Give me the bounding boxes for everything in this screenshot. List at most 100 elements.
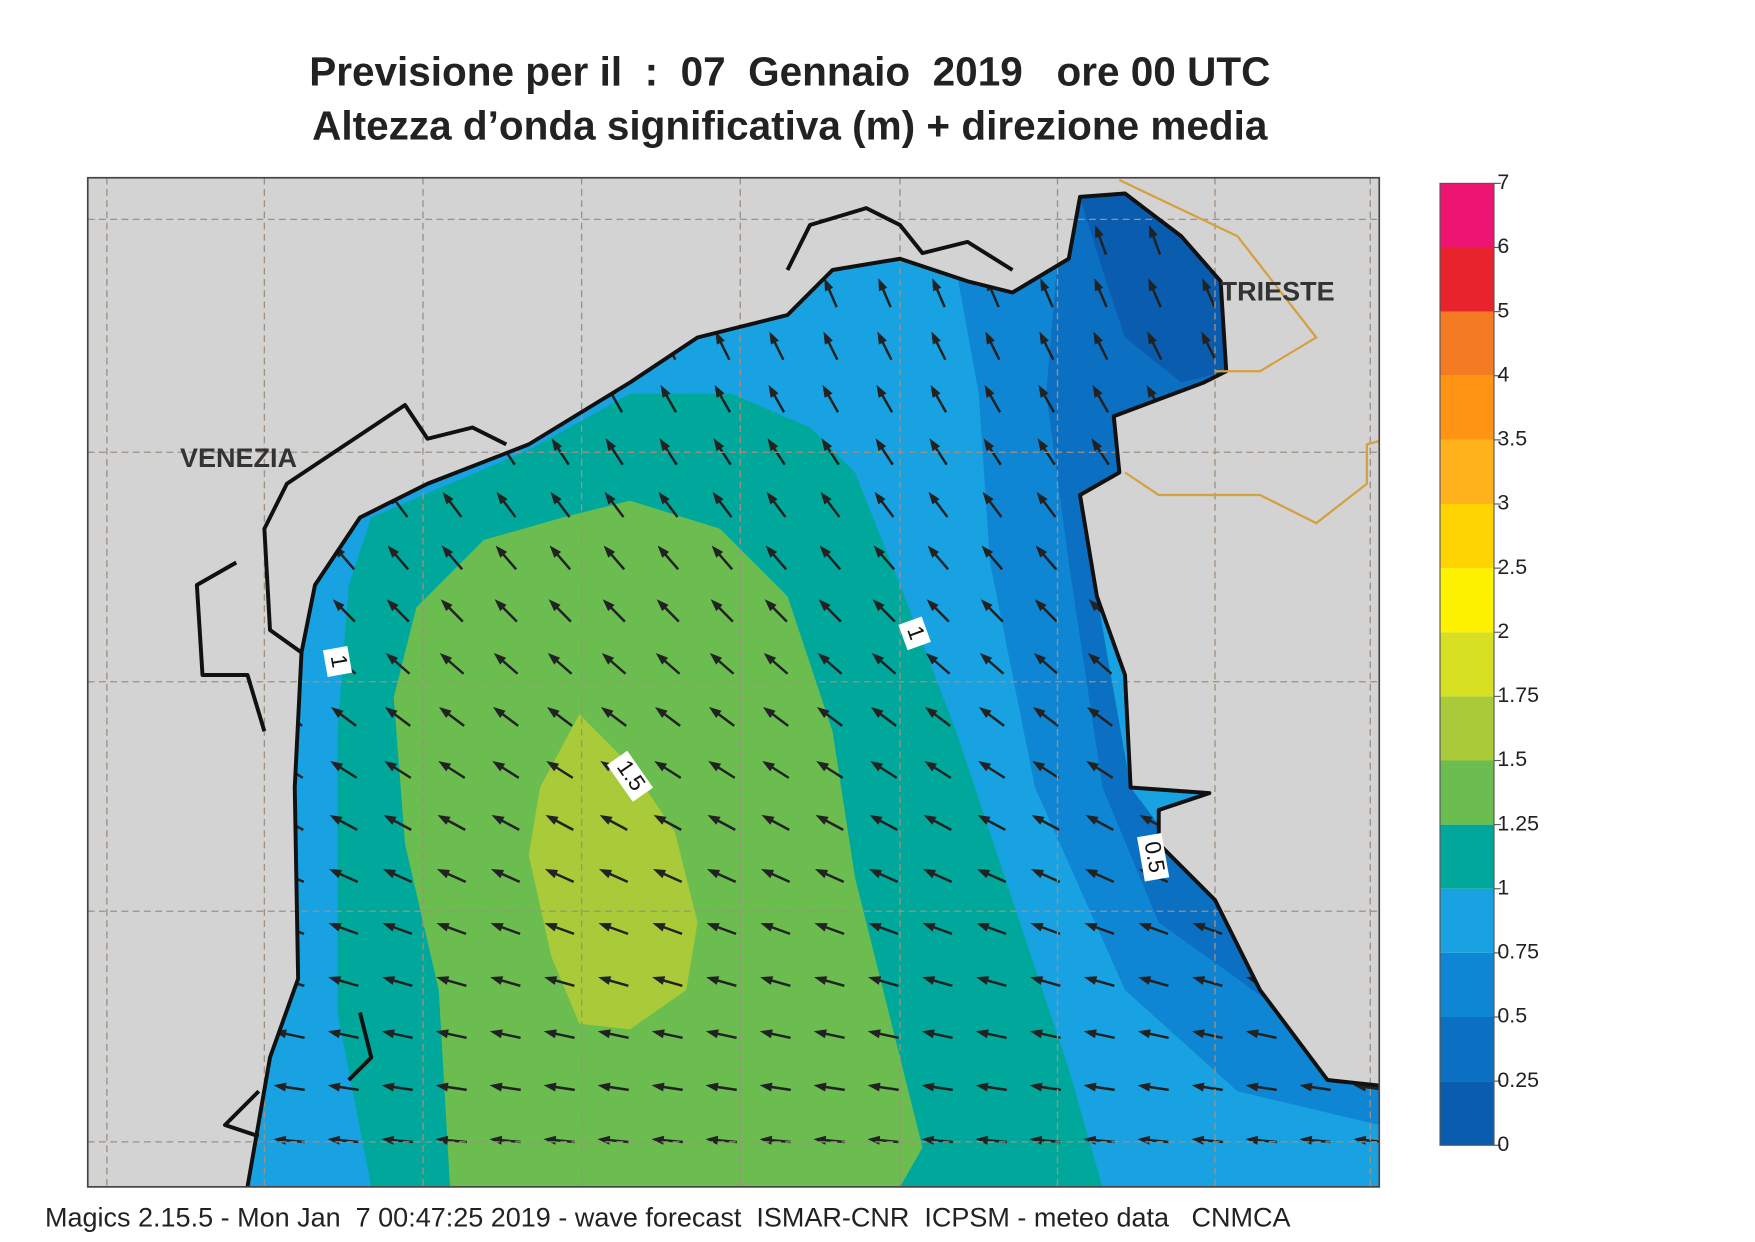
arrow-head — [764, 599, 777, 612]
arrow-head — [490, 923, 504, 932]
colorbar-tick-label: 7 — [1497, 170, 1509, 194]
arrow-head — [867, 1082, 881, 1092]
colorbar-tick-label: 2 — [1497, 619, 1509, 643]
arrow-head — [1086, 706, 1100, 718]
arrow-head — [654, 760, 668, 772]
arrow-head — [491, 814, 505, 825]
map — [87, 177, 1380, 1187]
arrow-head — [597, 1082, 611, 1092]
arrow-head — [1038, 384, 1049, 398]
arrow-head — [985, 331, 995, 345]
arrow-head — [927, 545, 940, 558]
colorbar-tick-label: 6 — [1497, 234, 1509, 258]
arrow-head — [603, 545, 616, 558]
arrow-head — [813, 1082, 827, 1092]
grid — [87, 177, 1380, 1187]
footer: Magics 2.15.5 - Mon Jan 7 00:47:25 2019 … — [45, 1202, 1291, 1232]
arrow-head — [601, 653, 615, 665]
arrow-head — [544, 923, 558, 932]
arrow-head — [868, 869, 883, 879]
arrow-head — [867, 1029, 881, 1039]
arrow-head — [381, 1029, 395, 1039]
colorbar-band — [1440, 568, 1494, 633]
arrow-head — [762, 706, 776, 718]
arrow-head — [876, 384, 887, 398]
arrow-head — [436, 976, 450, 985]
arrow-head — [1029, 1082, 1043, 1092]
colorbar-band — [1440, 1081, 1494, 1146]
colorbar-frame — [1439, 182, 1495, 1146]
arrow-head — [384, 760, 398, 772]
arrow-head — [761, 814, 775, 825]
arrow-head — [659, 438, 671, 452]
arrow-head — [815, 814, 829, 825]
arrow-head — [705, 1029, 719, 1039]
arrow-head — [549, 545, 562, 558]
arrow-head — [921, 1135, 935, 1145]
arrow-head — [982, 491, 994, 505]
arrow-head — [1040, 278, 1050, 292]
arrow-head — [1245, 1029, 1259, 1039]
contour-label: 1 — [322, 646, 352, 677]
arrow-head — [489, 1029, 503, 1039]
arrow-head — [605, 438, 617, 452]
arrow-head — [436, 869, 451, 879]
arrow-head — [599, 814, 613, 825]
arrow-head — [597, 1029, 611, 1039]
arrow-head — [1032, 760, 1046, 772]
wave-band — [528, 714, 698, 1030]
colorbar-band — [1440, 824, 1494, 889]
arrow-head — [1086, 760, 1100, 772]
arrow-head — [763, 653, 777, 665]
arrow-head — [871, 653, 885, 665]
arrow-head — [548, 599, 561, 612]
arrow-head — [547, 653, 561, 665]
arrow-head — [328, 923, 342, 932]
arrow-head — [1191, 1082, 1205, 1092]
arrow-head — [544, 976, 558, 985]
arrow-head — [817, 653, 831, 665]
arrow-head — [981, 545, 994, 558]
arrow-head — [762, 760, 776, 772]
colorbar-tick-label: 0.75 — [1497, 940, 1539, 964]
arrow-head — [1093, 331, 1103, 345]
arrow-head — [760, 869, 775, 879]
arrow-head — [923, 814, 937, 825]
place-label: TRIESTE — [1221, 276, 1335, 306]
arrow-head — [327, 1029, 341, 1039]
arrow-head — [768, 384, 779, 398]
arrow-head — [386, 599, 399, 612]
arrow-head — [975, 1135, 989, 1145]
arrow-head — [1083, 1082, 1097, 1092]
arrow-head — [705, 1135, 719, 1145]
arrow-head — [706, 869, 721, 879]
arrow-head — [978, 706, 992, 718]
arrow-head — [868, 923, 882, 932]
arrow-head — [381, 1135, 395, 1145]
colorbar-band — [1440, 888, 1494, 953]
coastline — [245, 191, 1380, 1187]
arrow-head — [1032, 706, 1046, 718]
arrow-head — [975, 1082, 989, 1092]
arrow-head — [1084, 923, 1098, 932]
arrow-head — [330, 760, 344, 772]
arrow-head — [868, 976, 882, 985]
wave-band — [1046, 196, 1283, 1013]
arrow-head — [922, 923, 936, 932]
arrow-head — [759, 1082, 773, 1092]
arrow-head — [435, 1135, 449, 1145]
colorbar-band — [1440, 1017, 1494, 1082]
arrow-head — [930, 384, 941, 398]
arrow-head — [1030, 976, 1044, 985]
arrow-head — [925, 653, 939, 665]
arrow-head — [652, 923, 666, 932]
colorbar-band — [1440, 696, 1494, 761]
colorbar-tick-label: 5 — [1497, 298, 1509, 322]
arrow-head — [1034, 599, 1047, 612]
border — [1118, 178, 1380, 525]
colorbar-tick-label: 3 — [1497, 491, 1509, 515]
arrow-head — [1192, 923, 1206, 932]
arrow-head — [330, 706, 344, 718]
arrow-head — [873, 545, 886, 558]
arrow-head — [708, 706, 722, 718]
